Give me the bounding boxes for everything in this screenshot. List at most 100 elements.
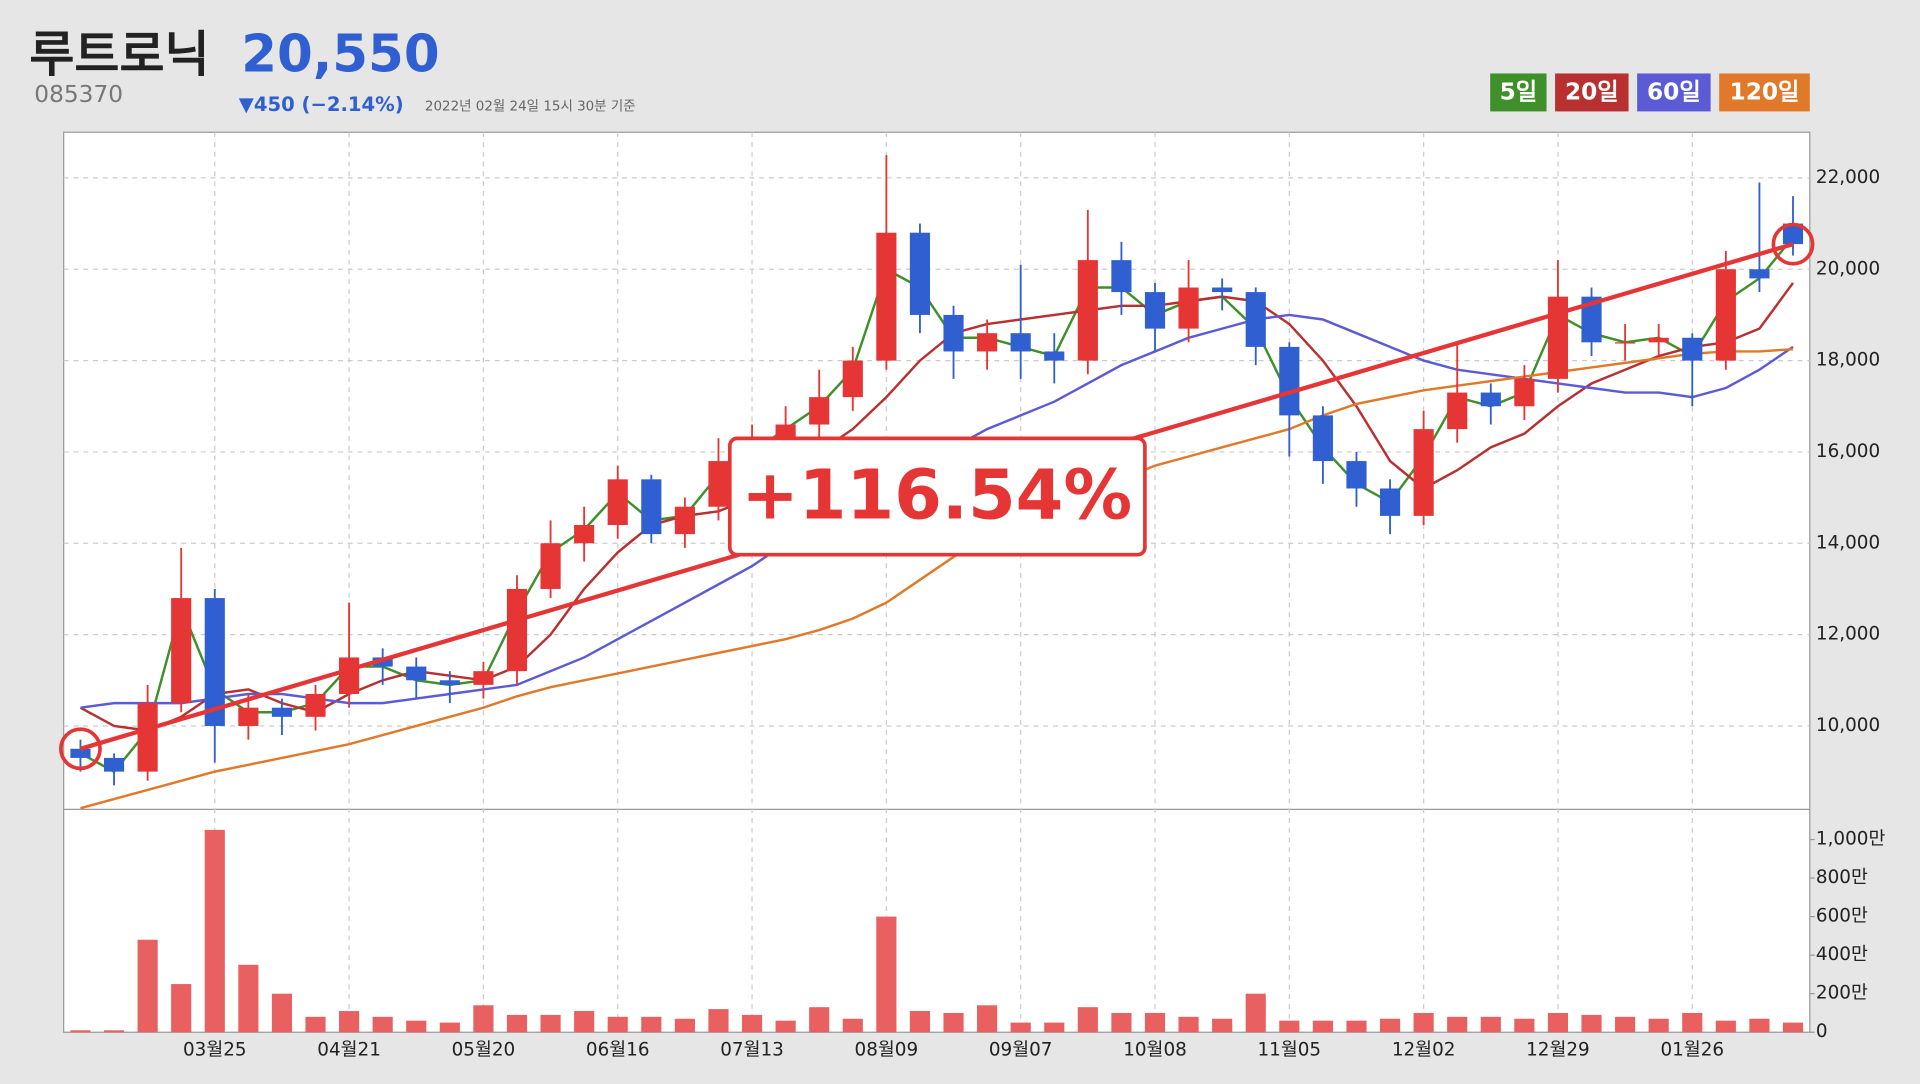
candle-body: [943, 314, 964, 352]
candle-body: [204, 598, 225, 726]
volume-bar: [909, 1011, 931, 1033]
y-tick-label: 22,000: [1816, 167, 1880, 188]
candle-body: [1245, 292, 1266, 347]
volume-bar: [674, 1018, 695, 1033]
legend-label: 5일: [1500, 79, 1538, 106]
volume-bar: [943, 1012, 964, 1033]
candle-body: [305, 693, 326, 717]
legend-badge: [1719, 73, 1810, 112]
candle-body: [1111, 260, 1132, 293]
trend-start-marker: [59, 727, 102, 771]
candle-body: [1379, 488, 1401, 516]
volume-bar: [406, 1020, 427, 1033]
candle-body: [842, 360, 863, 398]
volume-bar: [607, 1016, 628, 1033]
legend-badge: [1637, 73, 1711, 112]
volume-bar: [708, 1009, 729, 1033]
volume-bar: [204, 829, 225, 1033]
y-tick-label: 16,000: [1816, 441, 1880, 462]
candle-body: [1010, 333, 1031, 352]
legend-label: 60일: [1647, 79, 1701, 106]
candle-body: [1044, 351, 1065, 361]
volume-bar: [506, 1014, 528, 1033]
candle-body: [103, 757, 125, 772]
trend-end-marker: [1771, 222, 1815, 266]
legend-badge: [1490, 73, 1547, 112]
legend-label: 20일: [1565, 79, 1619, 106]
candle-body: [506, 588, 528, 672]
candle-body: [1346, 461, 1367, 489]
volume-bar: [1682, 1012, 1703, 1033]
volume-bar: [372, 1016, 393, 1033]
volume-bar: [1749, 1018, 1770, 1033]
timestamp: 2022년 02월 24일 15시 30분 기준: [425, 99, 636, 115]
volume-tick-label: 200만: [1816, 983, 1868, 1004]
volume-tick-label: 800만: [1816, 867, 1868, 888]
candle-body: [1682, 337, 1703, 361]
candle-body: [1077, 260, 1098, 361]
volume-bar: [305, 1016, 326, 1033]
candle-body: [1413, 429, 1434, 516]
volume-bar: [1111, 1012, 1132, 1033]
volume-bar: [540, 1014, 561, 1033]
candle-body: [809, 397, 830, 425]
candle-body: [238, 707, 259, 726]
volume-bar: [103, 1030, 125, 1033]
volume-bar: [641, 1016, 662, 1033]
candle-body: [339, 657, 360, 694]
candle-body: [1615, 342, 1636, 344]
volume-bar: [1279, 1020, 1300, 1033]
volume-bar: [339, 1011, 360, 1033]
y-tick-label: 10,000: [1816, 715, 1880, 736]
candle-body: [406, 666, 427, 681]
candle-body: [708, 461, 729, 507]
volume-bar: [70, 1030, 91, 1033]
y-tick-label: 18,000: [1816, 350, 1880, 371]
volume-bar: [1648, 1018, 1669, 1033]
x-tick-label: 08월09: [855, 1040, 919, 1061]
volume-bar: [1413, 1012, 1434, 1033]
volume-bar: [171, 984, 192, 1033]
stock-name: 루트로닉: [29, 26, 209, 83]
candle-body: [70, 748, 91, 758]
candle-body: [1480, 392, 1501, 407]
volume-bar: [1044, 1022, 1065, 1033]
x-tick-label: 09월07: [989, 1040, 1053, 1061]
plot-area: [63, 131, 1811, 1033]
ma-line: [80, 347, 1794, 810]
candle-body: [909, 232, 931, 315]
candle-body: [1581, 296, 1602, 343]
volume-tick-label: 400만: [1816, 944, 1868, 965]
candle-body: [473, 671, 494, 685]
candle-body: [1279, 346, 1300, 416]
volume-bar: [1615, 1016, 1636, 1033]
candle-body: [1212, 287, 1233, 293]
x-tick-label: 12월29: [1526, 1040, 1590, 1061]
x-tick-label: 03월25: [183, 1040, 247, 1061]
volume-bar: [1581, 1014, 1602, 1033]
volume-bar: [1312, 1020, 1333, 1033]
volume-tick-label: 0: [1816, 1021, 1828, 1042]
volume-bar: [842, 1018, 863, 1033]
volume-bar: [775, 1020, 796, 1033]
volume-bar: [809, 1007, 830, 1033]
x-tick-label: 10월08: [1123, 1040, 1187, 1061]
candle-body: [1782, 223, 1804, 245]
candle-body: [876, 232, 897, 361]
y-tick-label: 14,000: [1816, 532, 1880, 553]
volume-bar: [1245, 993, 1266, 1033]
candle-body: [641, 479, 662, 535]
x-tick-label: 07월13: [720, 1040, 784, 1061]
candle-body: [1648, 337, 1669, 343]
volume-bar: [1447, 1016, 1468, 1033]
stock-code: 085370: [34, 81, 123, 108]
candle-body: [171, 598, 192, 704]
candle-body: [1715, 269, 1736, 361]
volume-bar: [1514, 1018, 1535, 1033]
candle-body: [439, 680, 460, 685]
candle-body: [1749, 269, 1770, 279]
volume-bar: [473, 1005, 494, 1033]
volume-bar: [1144, 1012, 1166, 1033]
